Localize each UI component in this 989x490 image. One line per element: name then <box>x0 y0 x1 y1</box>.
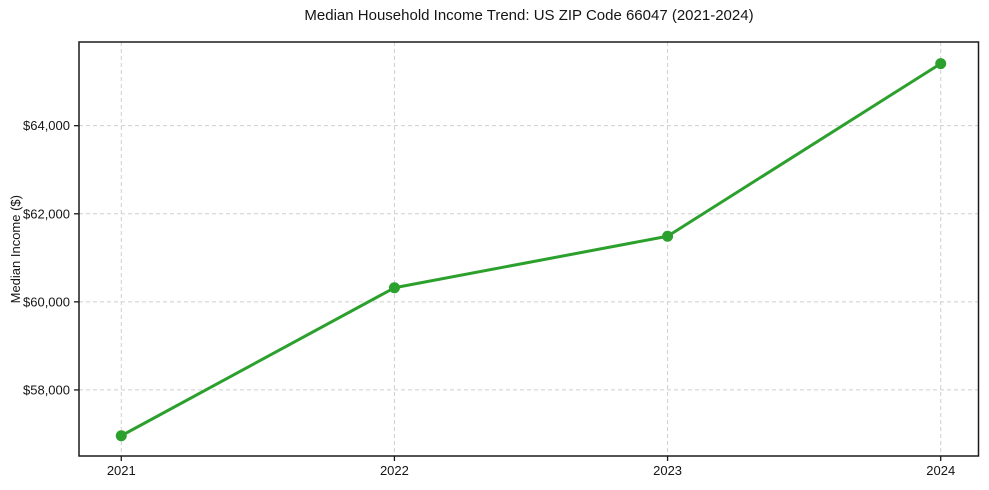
y-tick-label: $62,000 <box>23 206 70 221</box>
data-point <box>115 430 127 442</box>
x-tick-label: 2021 <box>107 463 136 478</box>
x-tick-label: 2023 <box>653 463 682 478</box>
y-tick-label: $64,000 <box>23 118 70 133</box>
data-point <box>388 282 400 294</box>
x-tick-label: 2022 <box>380 463 409 478</box>
trend-line <box>119 62 943 438</box>
plot-border <box>78 41 980 457</box>
x-tick-label: 2024 <box>926 463 955 478</box>
data-point <box>662 230 674 242</box>
y-tick-label: $58,000 <box>23 382 70 397</box>
data-point <box>935 58 947 70</box>
chart-title: Median Household Income Trend: US ZIP Co… <box>304 7 754 24</box>
y-tick-label: $60,000 <box>23 294 70 309</box>
